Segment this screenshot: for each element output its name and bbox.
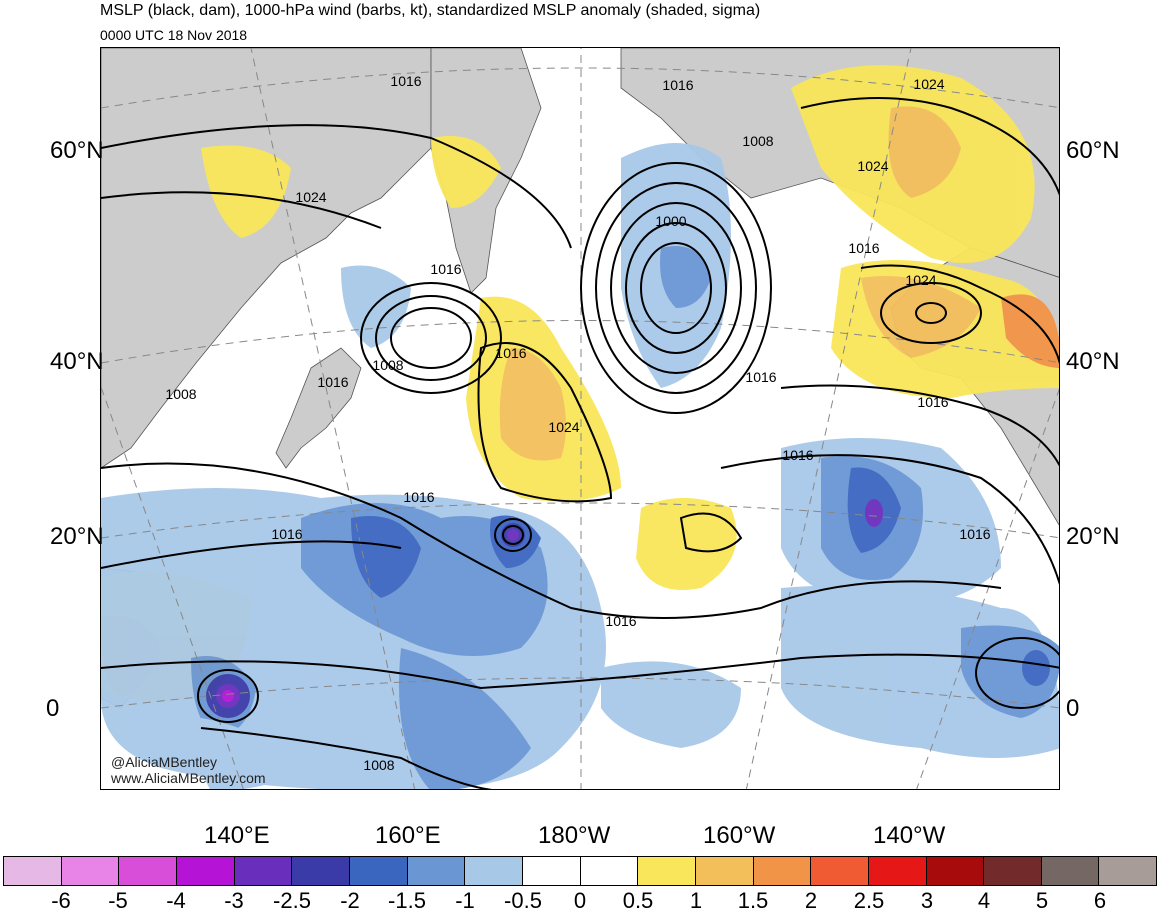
lon-label: 140°W <box>873 822 946 849</box>
isobar-label: 1024 <box>548 419 579 435</box>
colorbar-swatch <box>984 857 1042 885</box>
lon-label: 160°W <box>703 822 776 849</box>
colorbar-swatch <box>638 857 696 885</box>
isobar-label: 1016 <box>403 489 434 505</box>
colorbar-label: -1 <box>455 888 475 913</box>
colorbar-label: 1.5 <box>737 888 769 913</box>
lat-label-left: 20°N <box>50 523 104 550</box>
lat-label-left: 0 <box>46 695 60 722</box>
credit-handle: @AliciaMBentley <box>111 754 218 770</box>
map-panel[interactable]: 1016 1016 1008 1024 1024 1016 1000 1016 … <box>100 47 1060 790</box>
lon-label: 160°E <box>375 822 441 849</box>
isobar-label: 1016 <box>271 526 302 542</box>
colorbar-label: 2.5 <box>853 888 885 913</box>
colorbar-label: 0 <box>573 888 587 913</box>
colorbar-swatch <box>1041 857 1100 885</box>
colorbar-swatch <box>119 857 177 885</box>
isobar-label: 1016 <box>662 77 693 93</box>
isobar-label: 1016 <box>317 374 348 390</box>
colorbar-swatch <box>407 857 466 885</box>
colorbar-label: -0.5 <box>504 888 542 913</box>
colorbar-swatch <box>926 857 985 885</box>
colorbar-swatch <box>695 857 754 885</box>
isobar-label: 1016 <box>745 369 776 385</box>
isobar-label: 1016 <box>848 240 879 256</box>
land-asia <box>101 48 432 469</box>
colorbar-label: 1 <box>689 888 703 913</box>
colorbar-label: -3 <box>224 888 244 913</box>
colorbar-swatch <box>292 857 350 885</box>
isobar-label: 1016 <box>917 394 948 410</box>
colorbar-label: 4 <box>977 888 991 913</box>
map-canvas: 1016 1016 1008 1024 1024 1016 1000 1016 … <box>101 48 1059 789</box>
colorbar-swatch <box>4 857 62 885</box>
lon-label: 180°W <box>538 822 611 849</box>
isobar-label: 1016 <box>495 345 526 361</box>
colorbar-label: 2 <box>804 888 818 913</box>
lat-label-right: 40°N <box>1066 348 1120 375</box>
lat-label-left: 40°N <box>50 348 104 375</box>
isobar-label: 1008 <box>165 386 196 402</box>
map-title: MSLP (black, dam), 1000-hPa wind (barbs,… <box>100 2 761 19</box>
lat-label-left: 60°N <box>50 137 104 164</box>
lat-label-right: 20°N <box>1066 523 1120 550</box>
colorbar-swatch <box>1099 857 1157 885</box>
colorbar-swatch <box>753 857 812 885</box>
land-japan <box>275 347 362 469</box>
isobar-label: 1000 <box>655 213 686 229</box>
graticule <box>101 48 1059 789</box>
isobar-label: 1008 <box>372 357 403 373</box>
isobars <box>101 97 1059 789</box>
isobar-labels: 1016 1016 1008 1024 1024 1016 1000 1016 … <box>165 73 990 773</box>
colorbar-label: 0.5 <box>622 888 654 913</box>
colorbar-label: -6 <box>51 888 71 913</box>
isobar-label: 1008 <box>742 133 773 149</box>
colorbar-label: -2.5 <box>273 888 311 913</box>
colorbar-swatch <box>176 857 235 885</box>
colorbar-label: 5 <box>1035 888 1049 913</box>
colorbar-label: -5 <box>108 888 128 913</box>
colorbar-label: -2 <box>340 888 360 913</box>
lat-label-right: 60°N <box>1066 137 1120 164</box>
colorbar-swatch <box>465 857 523 885</box>
colorbar-label: 6 <box>1093 888 1107 913</box>
colorbar <box>3 856 1157 886</box>
valid-time: 0000 UTC 18 Nov 2018 <box>100 27 248 43</box>
colorbar-label: -1.5 <box>388 888 426 913</box>
isobar-label: 1016 <box>782 447 813 463</box>
isobar-label: 1024 <box>295 189 326 205</box>
colorbar-label: -4 <box>166 888 186 913</box>
colorbar-swatch <box>811 857 869 885</box>
credit-url[interactable]: www.AliciaMBentley.com <box>111 770 266 786</box>
colorbar-swatch <box>522 857 581 885</box>
colorbar-swatch <box>580 857 639 885</box>
colorbar-swatch <box>868 857 927 885</box>
isobar-label: 1016 <box>959 526 990 542</box>
anomaly-positive <box>101 65 1059 702</box>
isobar-label: 1024 <box>857 158 888 174</box>
isobar-label: 1024 <box>905 272 936 288</box>
lat-label-right: 0 <box>1066 695 1080 722</box>
isobar-label: 1016 <box>430 261 461 277</box>
lon-label: 140°E <box>204 822 270 849</box>
colorbar-label: 3 <box>920 888 934 913</box>
isobar-label: 1016 <box>390 73 421 89</box>
isobar-label: 1024 <box>913 76 944 92</box>
isobar-label: 1008 <box>363 757 394 773</box>
colorbar-swatch <box>61 857 120 885</box>
colorbar-labels: -6 -5 -4 -3 -2.5 -2 -1.5 -1 -0.5 0 0.5 1… <box>0 888 1160 914</box>
isobar-label: 1016 <box>605 613 636 629</box>
colorbar-swatch <box>234 857 293 885</box>
colorbar-swatch <box>349 857 408 885</box>
